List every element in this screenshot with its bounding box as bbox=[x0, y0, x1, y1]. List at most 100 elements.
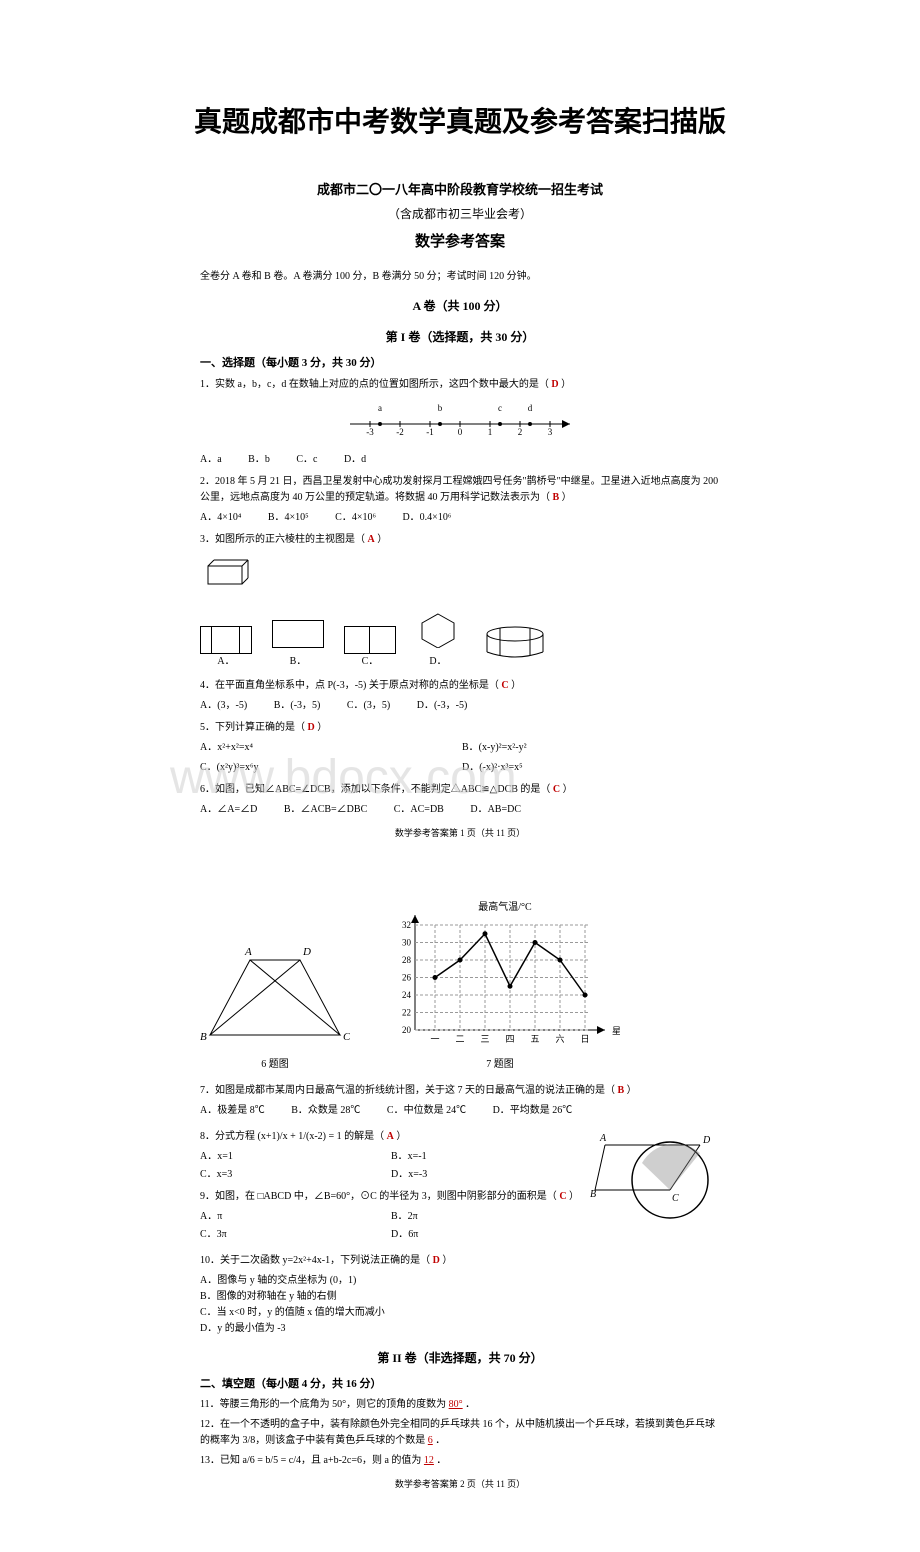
q9-opt-d: D．6π bbox=[391, 1227, 556, 1243]
q13-answer: 12 bbox=[424, 1455, 434, 1466]
svg-text:三: 三 bbox=[480, 1034, 489, 1044]
svg-text:1: 1 bbox=[488, 427, 493, 437]
q1-number-line: a b c d -3 -2 -1 0 1 2 3 bbox=[200, 399, 720, 446]
q8-text: 8．分式方程 (x+1)/x + 1/(x-2) = 1 的解是（ bbox=[200, 1131, 384, 1142]
q6-options: A．∠A=∠D B．∠ACB=∠DBC C．AC=DB D．AB=DC bbox=[200, 802, 720, 818]
exam-title-line3: 数学参考答案 bbox=[200, 230, 720, 254]
q1-opt-b: B．b bbox=[248, 452, 270, 468]
q3-shape-a: A． bbox=[200, 626, 252, 670]
q5-opt-a: A．x²+x²=x⁴ bbox=[200, 740, 434, 756]
q4-opt-b: B．(-3，5) bbox=[274, 698, 321, 714]
nl-c: c bbox=[498, 403, 502, 413]
q10-close: ） bbox=[442, 1255, 452, 1266]
q1-text: 1．实数 a，b，c，d 在数轴上对应的点的位置如图所示，这四个数中最大的是（ bbox=[200, 379, 549, 390]
svg-text:28: 28 bbox=[402, 955, 412, 965]
q7: 7．如图是成都市某周内日最高气温的折线统计图，关于这 7 天的日最高气温的说法正… bbox=[200, 1083, 720, 1099]
q3-shapes bbox=[200, 556, 720, 602]
hexagon-icon bbox=[416, 610, 460, 648]
q7-opt-b: B．众数是 28℃ bbox=[291, 1103, 360, 1119]
q4-opt-c: C．(3，5) bbox=[347, 698, 390, 714]
svg-text:星期: 星期 bbox=[612, 1026, 620, 1036]
q2-opt-b: B．4×10⁵ bbox=[268, 510, 309, 526]
svg-text:A: A bbox=[599, 1133, 607, 1144]
q8-opt-a: A．x=1 bbox=[200, 1149, 365, 1165]
q1-opt-a: A．a bbox=[200, 452, 222, 468]
q1-answer: D bbox=[551, 379, 558, 390]
svg-text:A: A bbox=[244, 946, 252, 958]
q7-chart: 最高气温/°C 20222426283032 一二三四五六日 星期 7 题图 bbox=[380, 900, 620, 1073]
q6-text: 6．如图，已知∠ABC=∠DCB，添加以下条件，不能判定△ABC≌△DCB 的是… bbox=[200, 784, 550, 795]
q8-close: ） bbox=[396, 1131, 406, 1142]
q13: 13．已知 a/6 = b/5 = c/4，且 a+b-2c=6，则 a 的值为… bbox=[200, 1453, 720, 1469]
q12: 12．在一个不透明的盒子中，装有除颜色外完全相同的乒乓球共 16 个，从中随机摸… bbox=[200, 1417, 720, 1449]
q4: 4．在平面直角坐标系中，点 P(-3，-5) 关于原点对称的点的坐标是（ C ） bbox=[200, 678, 720, 694]
q2-answer: B bbox=[553, 492, 560, 503]
exam-title-line2: （含成都市初三毕业会考） bbox=[200, 205, 720, 224]
svg-text:26: 26 bbox=[402, 972, 412, 982]
q3-shape-d: D． bbox=[416, 610, 460, 670]
q10-opt-a: A．图像与 y 轴的交点坐标为 (0，1) bbox=[200, 1273, 720, 1289]
main-title: 真题成都市中考数学真题及参考答案扫描版 bbox=[0, 100, 920, 140]
exam-header: 成都市二〇一八年高中阶段教育学校统一招生考试 （含成都市初三毕业会考） 数学参考… bbox=[200, 180, 720, 254]
part1-title: 第 I 卷（选择题，共 30 分） bbox=[200, 328, 720, 347]
figures-row: A D B C 6 题图 最高气温/°C 20222426283032 一二三四… bbox=[200, 900, 720, 1073]
hexprism-icon bbox=[480, 624, 550, 664]
q12-close: ． bbox=[435, 1435, 445, 1446]
q8-answer: A bbox=[387, 1131, 394, 1142]
svg-text:一: 一 bbox=[430, 1034, 439, 1044]
svg-text:30: 30 bbox=[402, 937, 412, 947]
q7-text: 7．如图是成都市某周内日最高气温的折线统计图，关于这 7 天的日最高气温的说法正… bbox=[200, 1085, 615, 1096]
nl-d: d bbox=[528, 403, 533, 413]
svg-text:二: 二 bbox=[455, 1034, 464, 1044]
q5-text: 5．下列计算正确的是（ bbox=[200, 722, 305, 733]
q3-close: ） bbox=[377, 534, 387, 545]
q9-close: ） bbox=[569, 1191, 579, 1202]
q2-options: A．4×10⁴ B．4×10⁵ C．4×10⁶ D．0.4×10⁶ bbox=[200, 510, 720, 526]
q9-answer: C bbox=[559, 1191, 566, 1202]
q4-opt-d: D．(-3，-5) bbox=[417, 698, 468, 714]
q7-fig-label: 7 题图 bbox=[380, 1057, 620, 1073]
q6: 6．如图，已知∠ABC=∠DCB，添加以下条件，不能判定△ABC≌△DCB 的是… bbox=[200, 782, 720, 798]
exam-info: 全卷分 A 卷和 B 卷。A 卷满分 100 分，B 卷满分 50 分；考试时间… bbox=[200, 269, 720, 285]
q1-close: ） bbox=[561, 379, 571, 390]
triangle-svg: A D B C bbox=[200, 940, 350, 1050]
svg-text:C: C bbox=[343, 1031, 350, 1043]
svg-text:24: 24 bbox=[402, 990, 412, 1000]
q12-text: 12．在一个不透明的盒子中，装有除颜色外完全相同的乒乓球共 16 个，从中随机摸… bbox=[200, 1419, 715, 1446]
q2-opt-a: A．4×10⁴ bbox=[200, 510, 241, 526]
svg-text:3: 3 bbox=[548, 427, 553, 437]
q5: 5．下列计算正确的是（ D ） bbox=[200, 720, 720, 736]
q10-opt-c: C．当 x<0 时，y 的值随 x 值的增大而减小 bbox=[200, 1305, 720, 1321]
q10-options: A．图像与 y 轴的交点坐标为 (0，1) B．图像的对称轴在 y 轴的右侧 C… bbox=[200, 1273, 720, 1337]
q8-options: A．x=1 B．x=-1 C．x=3 D．x=-3 bbox=[200, 1149, 580, 1183]
svg-text:22: 22 bbox=[402, 1007, 411, 1017]
svg-text:D: D bbox=[302, 946, 311, 958]
svg-text:最高气温/°C: 最高气温/°C bbox=[478, 900, 532, 913]
q9-opt-a: A．π bbox=[200, 1209, 365, 1225]
page-2: A D B C 6 题图 最高气温/°C 20222426283032 一二三四… bbox=[200, 900, 720, 1492]
q9: 9．如图，在 □ABCD 中，∠B=60°，⊙C 的半径为 3，则图中阴影部分的… bbox=[200, 1189, 580, 1205]
q6-fig-label: 6 题图 bbox=[200, 1057, 350, 1073]
q2-close: ） bbox=[562, 492, 572, 503]
q1-options: A．a B．b C．c D．d bbox=[200, 452, 720, 468]
svg-text:六: 六 bbox=[555, 1033, 564, 1044]
q9-text: 9．如图，在 □ABCD 中，∠B=60°，⊙C 的半径为 3，则图中阴影部分的… bbox=[200, 1191, 557, 1202]
q3-options-shapes: A． B． C． D． bbox=[200, 610, 720, 670]
circle-parallelogram-svg: A B C D bbox=[590, 1125, 720, 1225]
svg-text:0: 0 bbox=[458, 427, 463, 437]
q7-options: A．极差是 8℃ B．众数是 28℃ C．中位数是 24℃ D．平均数是 26℃ bbox=[200, 1103, 720, 1119]
hexprism-3d bbox=[200, 556, 250, 596]
q2-opt-c: C．4×10⁶ bbox=[335, 510, 376, 526]
xuanze-title: 一、选择题（每小题 3 分，共 30 分） bbox=[200, 355, 720, 373]
q5-close: ） bbox=[317, 722, 327, 733]
svg-text:B: B bbox=[200, 1031, 207, 1043]
q9-options: A．π B．2π C．3π D．6π bbox=[200, 1209, 580, 1243]
q8-opt-d: D．x=-3 bbox=[391, 1167, 556, 1183]
page-1: 成都市二〇一八年高中阶段教育学校统一招生考试 （含成都市初三毕业会考） 数学参考… bbox=[200, 180, 720, 840]
svg-text:-2: -2 bbox=[396, 427, 404, 437]
q3-answer: A bbox=[368, 534, 375, 545]
tiankong-title: 二、填空题（每小题 4 分，共 16 分） bbox=[200, 1376, 720, 1394]
q3-text: 3．如图所示的正六棱柱的主视图是（ bbox=[200, 534, 365, 545]
nl-a: a bbox=[378, 403, 382, 413]
q3-shape-b: B． bbox=[272, 620, 324, 670]
